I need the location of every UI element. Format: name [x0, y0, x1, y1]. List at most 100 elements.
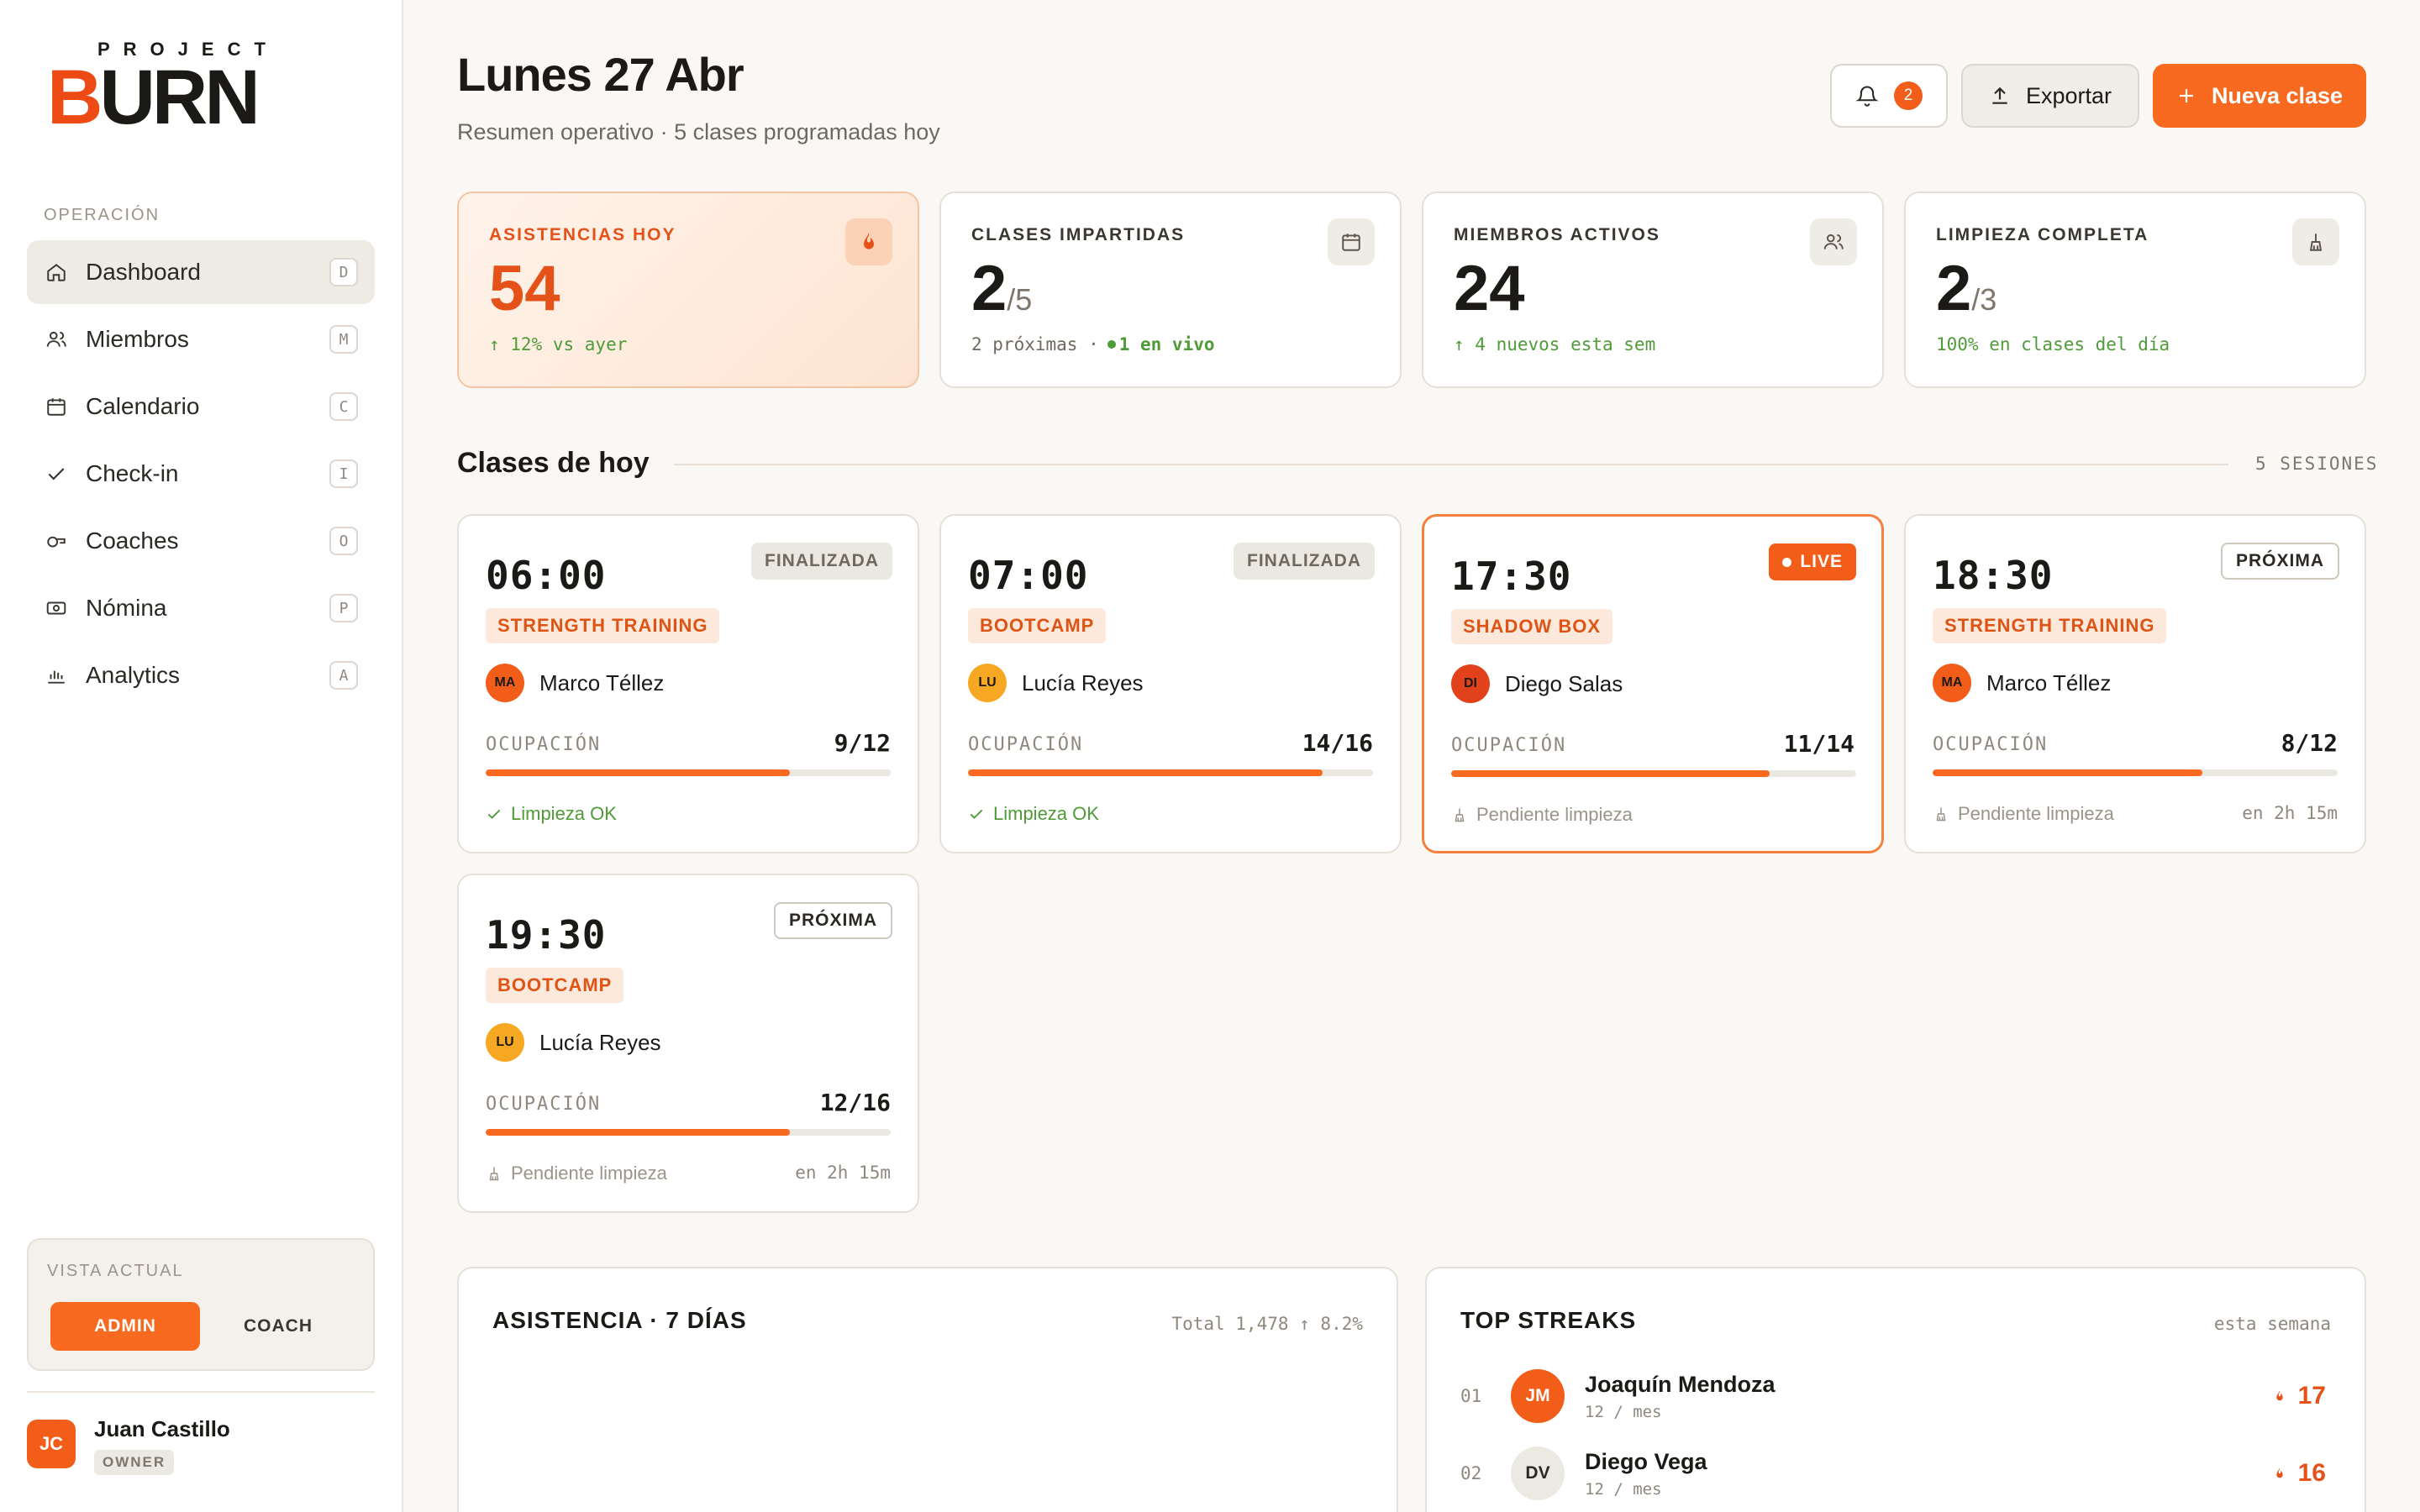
- class-type-tag: STRENGTH TRAINING: [1933, 608, 2167, 643]
- occupancy-label: OCUPACIÓN: [486, 1094, 602, 1115]
- stat-value: 54: [489, 253, 560, 324]
- occupancy-bar-fill: [968, 769, 1323, 776]
- coach-avatar: MA: [1933, 664, 1971, 702]
- class-card[interactable]: 06:00 FINALIZADA STRENGTH TRAINING MA Ma…: [457, 514, 919, 853]
- occupancy-label: OCUPACIÓN: [486, 734, 602, 755]
- class-status-badge: FINALIZADA: [751, 543, 892, 580]
- class-coach: DI Diego Salas: [1451, 664, 1623, 703]
- sidebar-item-label: Calendario: [86, 393, 200, 419]
- occupancy-value: 8/12: [2281, 729, 2338, 757]
- occupancy-bar-fill: [486, 1129, 790, 1136]
- class-coach: LU Lucía Reyes: [968, 664, 1144, 702]
- users-icon: [1810, 218, 1857, 265]
- stat-value: 24: [1454, 253, 1525, 324]
- shortcut-key: M: [329, 325, 358, 354]
- stat-card-attendance: ASISTENCIAS HOY 54 ↑ 12% vs ayer: [457, 192, 919, 388]
- coach-avatar: DI: [1451, 664, 1490, 703]
- occupancy-label: OCUPACIÓN: [1933, 734, 2049, 755]
- sidebar-item-label: Coaches: [86, 528, 179, 554]
- broom-icon: [486, 1165, 502, 1182]
- section-count: 5 SESIONES: [2255, 454, 2379, 474]
- notifications-button[interactable]: 2: [1830, 64, 1948, 128]
- section-title: Clases de hoy: [457, 447, 650, 479]
- occupancy-bar: [1451, 770, 1856, 777]
- stat-value: 2/5: [971, 253, 1033, 324]
- broom-icon: [2292, 218, 2339, 265]
- stat-label: ASISTENCIAS HOY: [489, 225, 676, 244]
- class-status-badge: PRÓXIMA: [2220, 543, 2339, 580]
- class-coach: MA Marco Téllez: [486, 664, 664, 702]
- occupancy-value: 14/16: [1302, 729, 1373, 757]
- occupancy-bar: [968, 769, 1373, 776]
- broom-icon: [1933, 806, 1949, 822]
- notification-count-badge: 2: [1894, 81, 1923, 110]
- stat-label: CLASES IMPARTIDAS: [971, 225, 1186, 244]
- streak-row[interactable]: 02 DV Diego Vega 12 / mes 16: [1460, 1440, 2326, 1507]
- user-role-badge: OWNER: [94, 1450, 175, 1475]
- member-sub: 12 / mes: [1585, 1479, 1662, 1499]
- bell-icon: [1855, 84, 1879, 108]
- sidebar-item-label: Dashboard: [86, 259, 201, 285]
- member-sub: 12 / mes: [1585, 1402, 1662, 1421]
- stat-value: 2/3: [1936, 253, 1997, 324]
- sidebar-item-miembros[interactable]: Miembros M: [27, 307, 375, 371]
- occupancy-value: 12/16: [819, 1089, 891, 1116]
- streak-rank: 02: [1460, 1463, 1482, 1483]
- page-subtitle: Resumen operativo · 5 clases programadas…: [457, 119, 940, 144]
- coach-name: Diego Salas: [1505, 670, 1623, 696]
- class-time: 19:30: [486, 912, 607, 958]
- sidebar-item-nomina[interactable]: Nómina P: [27, 576, 375, 640]
- streaks-panel: TOP STREAKS esta semana 01 JM Joaquín Me…: [1425, 1267, 2366, 1512]
- sidebar-item-calendario[interactable]: Calendario C: [27, 375, 375, 438]
- stat-card-cleaning: LIMPIEZA COMPLETA 2/3 100% en clases del…: [1904, 192, 2366, 388]
- flame-icon: [845, 218, 892, 265]
- upload-icon: [1989, 85, 2011, 107]
- sidebar-item-label: Nómina: [86, 595, 167, 621]
- occupancy-bar: [1933, 769, 2338, 776]
- view-switcher: VISTA ACTUAL ADMIN COACH: [27, 1238, 375, 1371]
- attendance-panel: ASISTENCIA · 7 DÍAS Total 1,478 ↑ 8.2%: [457, 1267, 1398, 1512]
- view-admin-button[interactable]: ADMIN: [50, 1302, 200, 1351]
- coach-name: Lucía Reyes: [1022, 669, 1144, 696]
- whistle-icon: [44, 528, 69, 554]
- home-icon: [44, 260, 69, 285]
- streak-member: Joaquín Mendoza 12 / mes: [1585, 1372, 1776, 1421]
- panel-title: ASISTENCIA · 7 DÍAS: [492, 1307, 747, 1333]
- class-coach: LU Lucía Reyes: [486, 1023, 661, 1062]
- export-button[interactable]: Exportar: [1961, 64, 2139, 128]
- streak-row[interactable]: 01 JM Joaquín Mendoza 12 / mes 17: [1460, 1362, 2326, 1430]
- shortcut-key: C: [329, 392, 358, 421]
- logo[interactable]: PROJECT BURN: [47, 39, 333, 136]
- plus-icon: [2176, 86, 2196, 106]
- shortcut-key: O: [329, 527, 358, 555]
- panel-meta: Total 1,478 ↑ 8.2%: [1171, 1314, 1363, 1334]
- user-avatar[interactable]: JC: [27, 1420, 76, 1468]
- class-card[interactable]: 18:30 PRÓXIMA STRENGTH TRAINING MA Marco…: [1904, 514, 2366, 853]
- sidebar-item-label: Analytics: [86, 662, 181, 688]
- view-coach-button[interactable]: COACH: [244, 1316, 313, 1336]
- user-name: Juan Castillo: [94, 1416, 230, 1441]
- class-card[interactable]: 19:30 PRÓXIMA BOOTCAMP LU Lucía Reyes OC…: [457, 874, 919, 1213]
- occupancy-label: OCUPACIÓN: [1451, 735, 1567, 756]
- class-card[interactable]: 07:00 FINALIZADA BOOTCAMP LU Lucía Reyes…: [939, 514, 1402, 853]
- class-type-tag: BOOTCAMP: [968, 608, 1107, 643]
- cleaning-status: Limpieza OK: [486, 803, 617, 825]
- streak-rank: 01: [1460, 1386, 1482, 1406]
- panel-meta: esta semana: [2213, 1314, 2331, 1334]
- sidebar-item-analytics[interactable]: Analytics A: [27, 643, 375, 707]
- sidebar-item-check-in[interactable]: Check-in I: [27, 442, 375, 506]
- panel-title: TOP STREAKS: [1460, 1307, 1637, 1333]
- stat-note: 2 próximas · 1 en vivo: [971, 334, 1215, 354]
- class-time: 07:00: [968, 553, 1089, 598]
- shortcut-key: A: [329, 661, 358, 690]
- sidebar-item-dashboard[interactable]: Dashboard D: [27, 240, 375, 304]
- coach-avatar: MA: [486, 664, 524, 702]
- sidebar-item-label: Miembros: [86, 326, 189, 352]
- class-card[interactable]: 17:30 LIVE SHADOW BOX DI Diego Salas OCU…: [1422, 514, 1884, 853]
- check-icon: [486, 806, 502, 822]
- sidebar-item-coaches[interactable]: Coaches O: [27, 509, 375, 573]
- stat-note: ↑ 4 nuevos esta sem: [1454, 334, 1656, 354]
- streak-member: Diego Vega 12 / mes: [1585, 1449, 1707, 1499]
- occupancy-bar-fill: [1451, 770, 1770, 777]
- new-class-button[interactable]: Nueva clase: [2153, 64, 2366, 128]
